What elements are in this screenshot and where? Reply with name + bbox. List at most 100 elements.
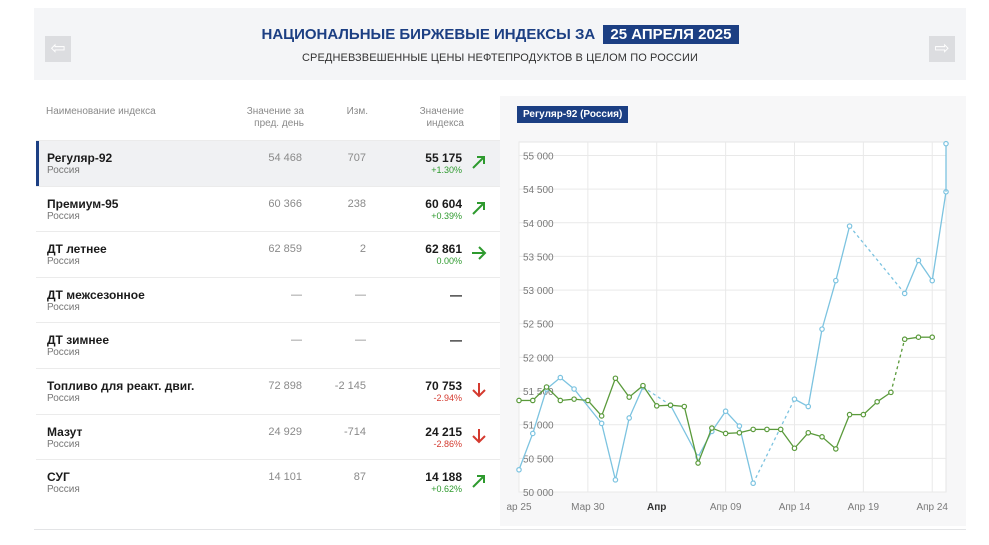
arrow-down-icon [472,382,486,398]
series-0-segment [725,410,740,427]
arrow-down-icon [472,428,486,443]
series-0-segment [904,260,920,294]
row-name: Топливо для реакт. двиг. [47,378,195,393]
series-0-segment [559,377,575,390]
row-name: ДТ летнее [47,242,107,257]
table-row[interactable]: ДТ летнее Россия 62 859 2 62 861 0.00% [36,231,500,277]
row-region: Россия [47,165,80,176]
y-tick-label: 52 500 [523,320,554,331]
table-header: Наименование индекса Значение за пред. д… [36,96,500,140]
series-0-point [612,477,619,483]
series-1-segment [862,401,878,416]
series-1-point [529,397,536,404]
row-prev-value: — [291,288,302,301]
x-tick-label: Апр 24 [916,502,948,513]
series-1-point [598,413,605,419]
table-row[interactable]: Топливо для реакт. двиг. Россия 72 898 -2 1… [36,367,500,414]
series-1-point [626,394,632,400]
header-name: Наименование индекса [46,106,156,117]
header-prev: Значение за пред. день [246,106,304,129]
row-percent: -2.86% [433,438,462,449]
arrow-up-right-icon [472,156,485,169]
series-0-point [626,415,632,421]
row-prev-value: 24 929 [268,425,302,438]
row-prev-value: 60 366 [268,197,302,210]
row-percent: +0.39% [431,210,462,221]
table-row[interactable]: ДТ межсезонное Россия — — — [36,276,500,323]
row-name: Мазут [47,424,83,439]
series-0-point [901,290,908,297]
series-0-segment [738,425,754,484]
series-1-point [516,397,522,404]
series-1-segment [546,386,561,401]
row-index-value: 24 215 [425,424,462,439]
series-1-point [585,397,591,404]
series-0-point [929,277,936,284]
x-tick-label: Мар 30 [571,502,605,513]
row-name: Регуляр-92 [47,151,113,165]
row-prev-value: 62 859 [268,243,302,256]
y-tick-label: 50 500 [523,454,554,465]
series-1-point [750,426,756,433]
row-index-value: 55 175 [425,151,462,165]
row-percent: 0.00% [436,256,462,267]
row-percent: -2.94% [433,392,462,403]
series-0-segment [628,386,644,419]
table-row[interactable]: ДТ зимнее Россия — — — [36,322,500,368]
line-chart: 50 000 50 500 51 000 51 500 52 000 52 500 53 0… [506,140,949,513]
row-change: 87 [353,471,366,484]
row-index-value: 62 861 [425,242,462,257]
header-panel: ⇦ НАЦИОНАЛЬНЫЕ БИРЖЕВЫЕ ИНДЕКСЫ ЗА 25 АП… [34,8,966,80]
series-1-point [860,411,867,418]
table-row[interactable]: Мазут Россия 24 929 -714 24 215 -2.86% [36,413,500,460]
series-0-point [791,396,798,402]
row-percent: +0.62% [431,484,462,495]
divider [34,529,966,530]
series-1-point [640,382,646,389]
chart-title: Регуляр-92 (Россия) [517,106,629,123]
row-change: -714 [343,425,366,438]
series-1-point [736,429,743,436]
series-0-segment [669,404,699,458]
y-tick-label: 54 500 [523,185,554,196]
series-1-point [791,445,798,452]
series-1-point [915,334,922,340]
series-1-segment [780,429,796,449]
series-1-point [846,411,853,418]
header-value: Значение индекса [419,106,464,129]
row-region: Россия [47,438,80,450]
arrow-right-icon [472,246,487,260]
arrow-right-icon[interactable]: ⇨ [929,36,955,62]
series-0-point [529,430,536,437]
series-0-point [915,257,922,264]
page-title: НАЦИОНАЛЬНЫЕ БИРЖЕВЫЕ ИНДЕКСЫ ЗА 25 АПРЕ… [34,25,966,44]
table-row[interactable]: Премиум-95 Россия 60 366 238 60 604 +0.39% [36,185,500,232]
series-1-point [722,430,729,437]
series-0-segment [532,388,548,434]
x-tick-label: Апр 14 [779,502,811,513]
row-index-value: 60 604 [425,196,462,211]
series-1-segment [642,385,658,407]
series-1-segment [628,385,644,398]
y-tick-label: 51 500 [523,387,554,398]
table-row[interactable]: СУГ Россия 14 101 87 14 188 +0.62% [36,459,500,505]
row-region: Россия [47,392,80,404]
series-1-point [709,425,715,431]
row-prev-value: 72 898 [268,379,302,392]
series-1-segment [614,377,630,398]
title-text: НАЦИОНАЛЬНЫЕ БИРЖЕВЫЕ ИНДЕКСЫ ЗА [261,26,596,43]
series-0-point [736,423,743,429]
series-1-point [929,334,936,340]
index-table: Наименование индекса Значение за пред. д… [36,96,500,505]
series-0-segment [752,398,796,484]
y-tick-label: 54 000 [523,219,554,230]
header-change: Изм. [346,106,368,117]
series-1-point [667,402,674,408]
row-change: 238 [347,197,366,210]
series-1-segment [697,427,713,464]
arrow-left-icon[interactable]: ⇦ [45,36,71,62]
series-0-point [598,420,605,427]
table-row[interactable]: Регуляр-92 Россия 54 468 707 55 175 +1.30% [36,140,500,186]
chart-panel: Регуляр-92 (Россия) 50 000 50 500 51 000 51… [500,96,966,526]
row-region: Россия [47,347,80,359]
